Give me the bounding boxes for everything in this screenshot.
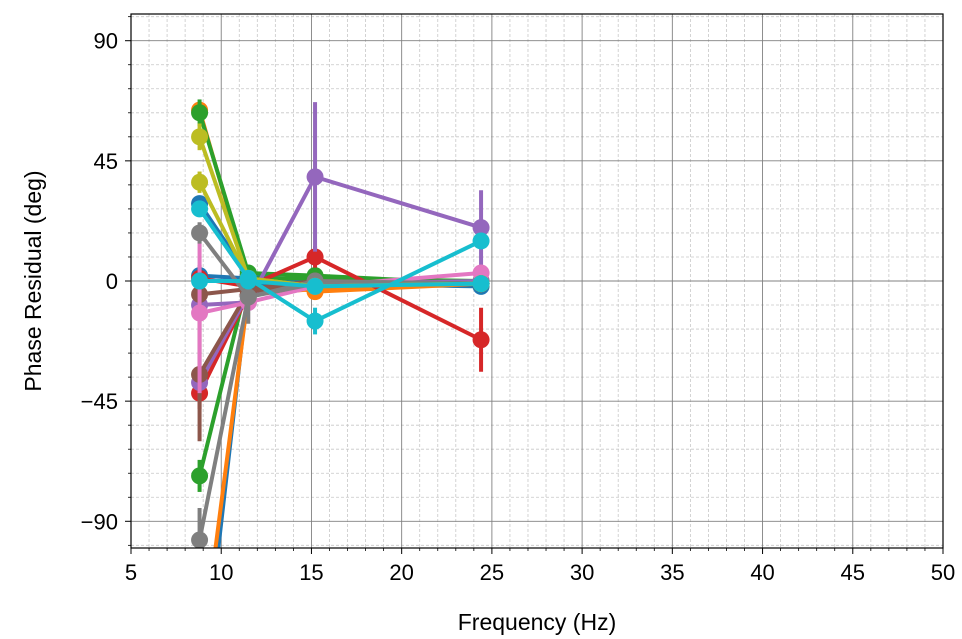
data-point [306, 277, 324, 295]
data-point [191, 200, 209, 218]
series-20 [191, 272, 490, 295]
data-point [191, 467, 209, 485]
x-axis-title: Frequency (Hz) [458, 609, 616, 635]
series-line [197, 207, 482, 324]
data-point [191, 531, 209, 548]
series-line [199, 174, 482, 308]
data-point [472, 275, 490, 293]
series-line [199, 279, 482, 289]
data-point [191, 128, 209, 146]
data-point [191, 224, 209, 242]
y-tick-label: −90 [81, 509, 118, 534]
data-point [239, 288, 257, 306]
y-axis-title: Phase Residual (deg) [20, 170, 46, 391]
data-point [472, 219, 490, 237]
data-point [239, 272, 257, 290]
x-tick-label: 35 [660, 560, 684, 585]
x-tick-label: 30 [570, 560, 594, 585]
axis-ticks [125, 16, 944, 554]
x-tick-label: 10 [209, 560, 233, 585]
y-tick-label: 90 [94, 29, 118, 54]
x-axis-tick-labels: 5 10 15 20 25 30 35 40 45 50 [125, 560, 955, 585]
x-tick-label: 15 [299, 560, 323, 585]
data-point [306, 248, 324, 266]
data-series-layer [191, 99, 490, 548]
data-point [472, 232, 490, 250]
data-point [191, 304, 209, 322]
x-tick-label: 25 [480, 560, 504, 585]
y-axis-tick-labels: −90 −45 0 45 90 [81, 29, 118, 535]
y-tick-label: 0 [106, 269, 118, 294]
data-point [306, 168, 324, 186]
x-tick-label: 20 [389, 560, 413, 585]
data-point [191, 173, 209, 191]
y-tick-label: −45 [81, 389, 118, 414]
x-tick-label: 45 [841, 560, 865, 585]
x-tick-label: 50 [931, 560, 955, 585]
data-point [191, 272, 209, 290]
x-tick-label: 40 [750, 560, 774, 585]
y-tick-label: 45 [94, 149, 118, 174]
data-point [191, 104, 209, 122]
data-point [306, 312, 324, 330]
data-point [472, 331, 490, 349]
x-tick-label: 5 [125, 560, 137, 585]
